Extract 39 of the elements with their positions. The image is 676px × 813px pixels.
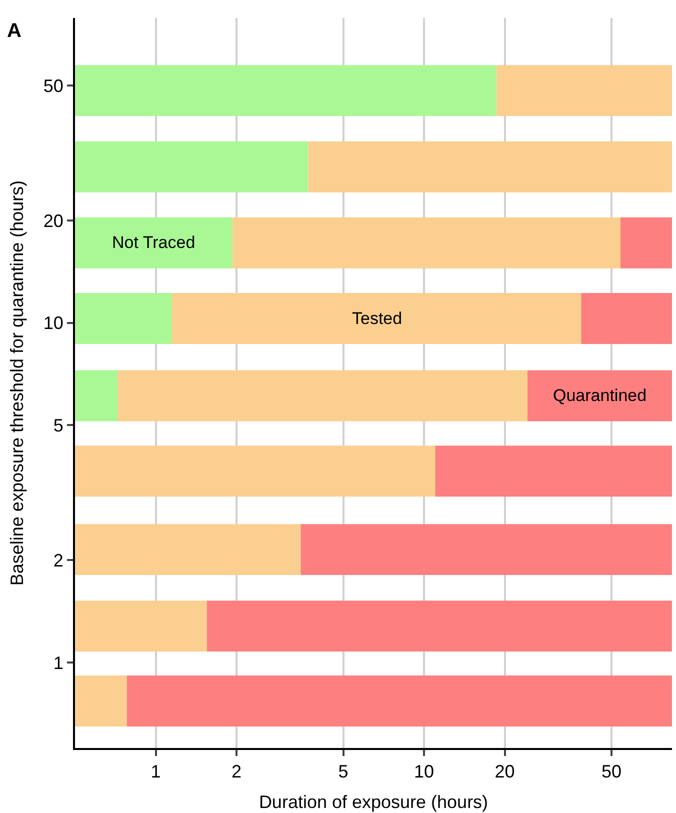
bar bbox=[75, 676, 127, 727]
bar bbox=[308, 141, 672, 192]
bar bbox=[75, 293, 172, 344]
x-tick-label: 50 bbox=[602, 762, 622, 782]
bar bbox=[75, 600, 207, 652]
x-axis-title: Duration of exposure (hours) bbox=[258, 792, 488, 812]
series-label: Tested bbox=[352, 309, 402, 328]
text: A bbox=[7, 20, 22, 42]
bar bbox=[117, 370, 528, 422]
series-label: Not Traced bbox=[112, 233, 196, 252]
bar bbox=[126, 676, 672, 727]
bar bbox=[172, 293, 582, 344]
bar bbox=[75, 370, 118, 422]
bar bbox=[75, 141, 308, 192]
bar bbox=[206, 600, 672, 652]
bar bbox=[581, 293, 672, 344]
bar bbox=[75, 524, 301, 576]
y-tick-label: 1 bbox=[53, 652, 64, 673]
y-tick-label: 50 bbox=[43, 76, 64, 96]
series-label: Quarantined bbox=[553, 386, 647, 405]
x-tick-label: 20 bbox=[494, 762, 515, 782]
x-tick-label: 1 bbox=[150, 762, 161, 782]
bar bbox=[300, 524, 672, 576]
bar bbox=[496, 65, 672, 116]
y-tick-label: 20 bbox=[43, 210, 64, 231]
y-tick-label: 10 bbox=[43, 313, 64, 334]
bar bbox=[75, 446, 436, 497]
bar bbox=[75, 65, 496, 116]
bar bbox=[527, 370, 672, 422]
bar bbox=[435, 446, 672, 497]
x-tick-label: 10 bbox=[414, 762, 434, 782]
y-axis-title: Baseline exposure threshold for quarantine (hours) bbox=[7, 180, 28, 586]
y-tick-label: 2 bbox=[53, 550, 64, 571]
x-tick-label: 5 bbox=[338, 762, 348, 782]
bar bbox=[75, 217, 232, 268]
y-tick-label: 5 bbox=[53, 415, 64, 436]
bar bbox=[232, 217, 621, 268]
bar bbox=[620, 217, 672, 268]
x-tick-label: 2 bbox=[232, 762, 242, 782]
